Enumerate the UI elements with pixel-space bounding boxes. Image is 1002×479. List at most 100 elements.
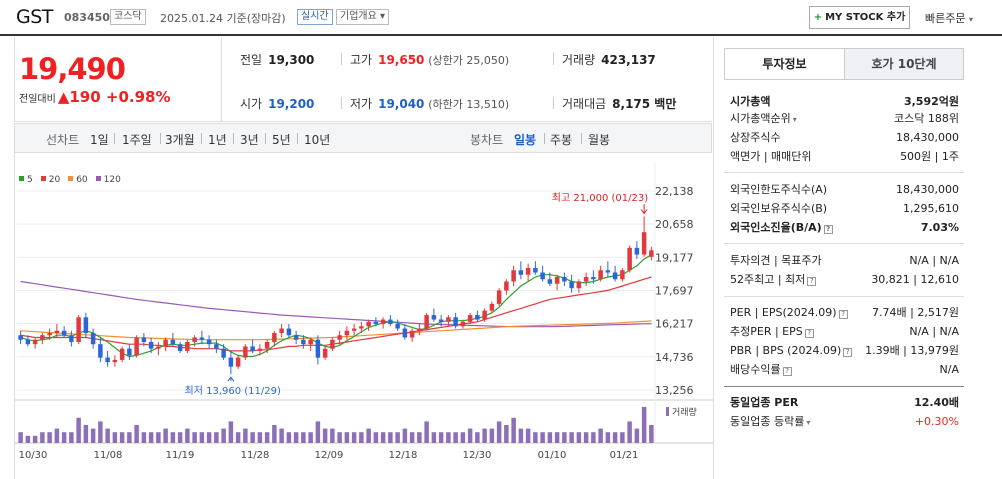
- period-1d[interactable]: 1일: [90, 133, 109, 147]
- candle-daily[interactable]: 일봉: [514, 133, 537, 147]
- period-3y[interactable]: 3년: [240, 133, 259, 147]
- x-tick-label: 01/10: [538, 450, 567, 461]
- divider: [233, 133, 234, 144]
- min-price-label: 최저 13,960 (11/29): [185, 385, 281, 397]
- help-icon[interactable]: ?: [782, 367, 792, 376]
- candle-body: [272, 333, 277, 342]
- volume-bar: [475, 432, 480, 443]
- volume-bar: [330, 428, 335, 443]
- candle-body: [301, 339, 306, 345]
- row-par: 액면가 | 매매단위 500원 | 1주: [730, 150, 959, 163]
- volume-bar: [424, 421, 429, 443]
- volume-bar: [214, 432, 219, 443]
- candle-body: [308, 339, 313, 345]
- candle-body: [547, 279, 553, 284]
- volume-bar: [620, 432, 625, 443]
- help-icon[interactable]: ?: [823, 225, 833, 234]
- period-1w[interactable]: 1주일: [122, 133, 152, 147]
- volume-bar: [40, 432, 45, 443]
- realtime-button[interactable]: 실시간: [297, 9, 333, 25]
- tab-orderbook-10[interactable]: 호가 10단계: [844, 49, 963, 79]
- chevron-down-icon[interactable]: ▾: [806, 418, 811, 427]
- help-icon[interactable]: ?: [804, 329, 814, 338]
- period-10y[interactable]: 10년: [304, 133, 331, 147]
- volume-bar: [250, 432, 255, 443]
- candle-body: [127, 348, 132, 356]
- candle-body: [206, 339, 212, 345]
- stat-prev: 전일 19,300: [240, 53, 315, 67]
- candle-body: [257, 348, 263, 351]
- candle-body: [351, 328, 357, 331]
- candle-body: [330, 339, 335, 349]
- candle-body: [163, 339, 168, 347]
- volume-bar: [47, 432, 52, 443]
- volume-bar: [576, 432, 582, 443]
- candle-weekly[interactable]: 주봉: [550, 133, 573, 147]
- volume-bar: [243, 428, 248, 443]
- x-tick-label: 11/08: [94, 450, 123, 461]
- volume-bar: [547, 432, 553, 443]
- divider: [201, 133, 202, 144]
- candle-body: [112, 359, 118, 363]
- candle-body: [591, 276, 596, 280]
- divider: [160, 133, 161, 144]
- stat-open: 시가 19,200: [240, 97, 315, 111]
- volume-bar: [69, 432, 74, 443]
- volume-bar: [366, 428, 371, 443]
- period-1y[interactable]: 1년: [208, 133, 227, 147]
- volume-bar: [583, 432, 589, 443]
- volume-bar: [199, 432, 205, 443]
- volume-bar: [388, 432, 393, 443]
- row-industry-per: 동일업종 PER 12.40배: [730, 396, 959, 409]
- row-foreign-limit: 외국인한도주식수(A) 18,430,000: [730, 183, 959, 196]
- legend-ma5: 5: [19, 175, 33, 185]
- help-icon[interactable]: ?: [838, 310, 848, 319]
- volume-bar: [402, 428, 408, 443]
- candle-monthly[interactable]: 월봉: [588, 133, 611, 147]
- stat-amount: 거래대금 8,175 백만: [562, 97, 677, 111]
- volume-bar: [504, 425, 509, 443]
- volume-legend-label: 거래량: [672, 406, 697, 418]
- period-3m[interactable]: 3개월: [165, 133, 195, 147]
- chart-legend: 5 20 60 120: [19, 175, 129, 185]
- candle-body: [598, 270, 603, 280]
- period-5y[interactable]: 5년: [272, 133, 291, 147]
- company-info-dropdown[interactable]: 기업개요 ▾: [336, 9, 390, 25]
- volume-bar: [235, 432, 241, 443]
- y-tick-label: 14,736: [655, 351, 694, 364]
- candle-body: [119, 348, 125, 360]
- volume-bar: [591, 432, 596, 443]
- row-est-per: 추정PER | EPS? N/A | N/A: [730, 325, 959, 338]
- moving-average-ma20: [20, 276, 652, 352]
- price-stats: 전일 19,300 고가 19,650 (상한가 25,050) 거래량 423,13…: [222, 38, 712, 122]
- candle-body: [156, 346, 161, 349]
- volume-bar: [562, 432, 567, 443]
- volume-bar: [206, 432, 212, 443]
- volume-bar: [134, 425, 139, 443]
- quick-order-button[interactable]: 빠른주문 ▾: [925, 12, 973, 25]
- candle-body: [76, 317, 81, 342]
- volume-bar: [417, 432, 422, 443]
- y-tick-label: 20,658: [655, 218, 694, 231]
- help-icon[interactable]: ?: [807, 277, 817, 286]
- volume-bar: [192, 432, 197, 443]
- volume-bar: [156, 432, 161, 443]
- plus-icon: +: [813, 12, 823, 23]
- volume-bar: [90, 428, 96, 443]
- candle-body: [641, 232, 647, 255]
- tab-invest-info[interactable]: 투자정보: [725, 49, 844, 79]
- help-icon[interactable]: ?: [843, 348, 853, 357]
- volume-bar: [533, 432, 538, 443]
- divider: [265, 133, 266, 144]
- row-market-cap: 시가총액 3,592억원: [730, 95, 959, 108]
- volume-bar: [61, 432, 67, 443]
- divider: [341, 97, 342, 109]
- row-opinion: 투자의견 | 목표주가 N/A | N/A: [730, 254, 959, 267]
- add-mystock-button[interactable]: + MY STOCK 추가: [809, 6, 910, 29]
- candle-body: [612, 272, 618, 280]
- candle-body: [98, 344, 103, 358]
- volume-bar: [446, 432, 451, 443]
- chevron-down-icon[interactable]: ▾: [792, 115, 797, 124]
- candle-body: [322, 348, 328, 358]
- candle-body: [409, 330, 415, 338]
